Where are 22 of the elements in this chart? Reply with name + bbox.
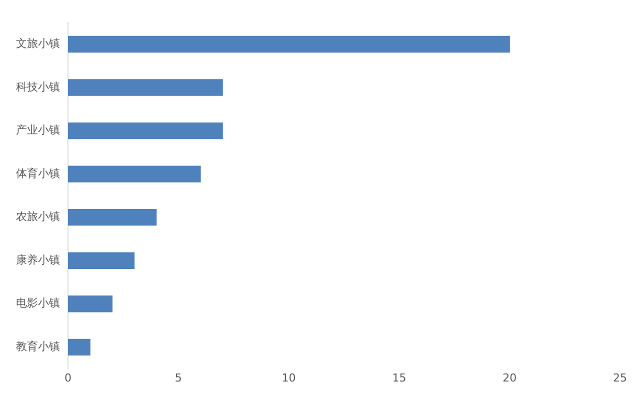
y-tick-label: 产业小镇 — [16, 124, 60, 137]
bar — [68, 296, 112, 312]
x-tick-label: 5 — [174, 371, 182, 384]
bar — [68, 122, 223, 140]
y-tick-label: 康养小镇 — [16, 253, 60, 266]
y-tick-label: 农旅小镇 — [16, 210, 60, 224]
y-tick-label: 体育小镇 — [16, 166, 60, 180]
bar — [68, 252, 135, 269]
bar — [68, 79, 223, 96]
bar — [68, 338, 90, 356]
bar — [68, 209, 157, 226]
x-tick-label: 20 — [502, 371, 517, 384]
bar — [68, 166, 201, 182]
x-tick-label: 0 — [64, 371, 72, 384]
y-tick-label: 文旅小镇 — [16, 37, 60, 50]
x-tick-label: 25 — [613, 371, 627, 384]
y-tick-label: 科技小镇 — [16, 80, 60, 94]
x-tick-label: 10 — [282, 371, 296, 384]
x-tick-label: 15 — [392, 371, 406, 384]
bar — [68, 36, 510, 53]
y-tick-label: 教育小镇 — [16, 340, 60, 354]
y-tick-label: 电影小镇 — [16, 296, 60, 310]
